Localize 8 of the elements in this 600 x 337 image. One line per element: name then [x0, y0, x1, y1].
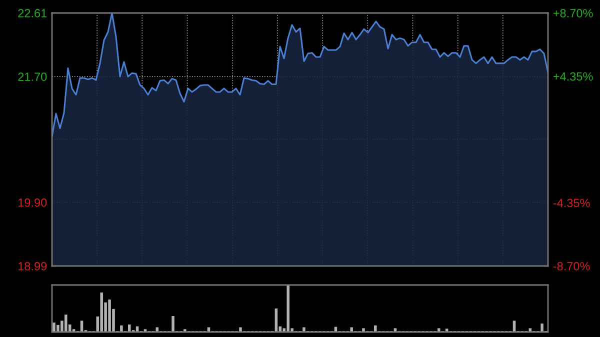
y2-tick-label: -8.70%: [553, 262, 590, 270]
y2-tick-label: +4.35%: [553, 72, 593, 81]
y-tick-label: 22.61: [18, 9, 47, 18]
y2-tick-label: -4.35%: [553, 198, 590, 208]
y-tick-label: 18.99: [18, 262, 47, 270]
y-tick-label: 19.90: [18, 198, 47, 207]
y-tick-label: 21.70: [18, 72, 47, 81]
y2-tick-label: +8.70%: [553, 9, 593, 18]
